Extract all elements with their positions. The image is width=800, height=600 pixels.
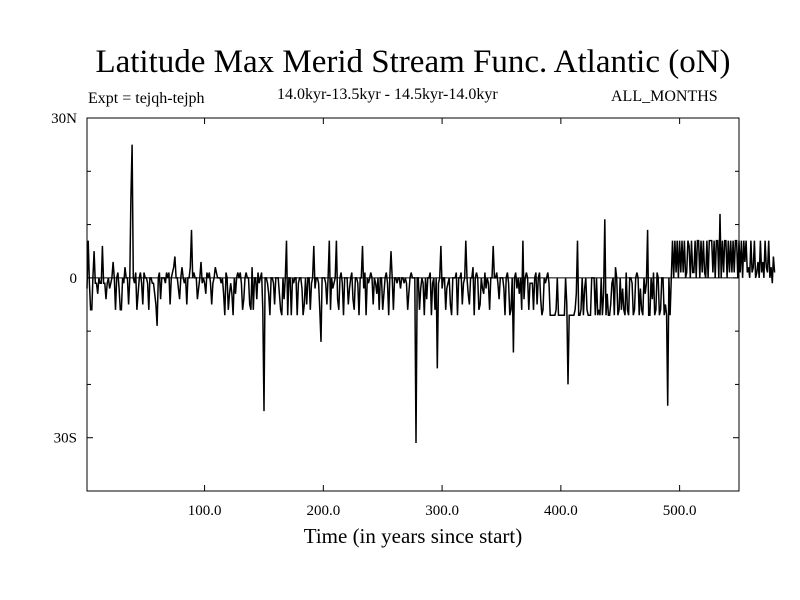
period-label: 14.0kyr-13.5kyr - 14.5kyr-14.0kyr — [277, 86, 498, 103]
x-axis-title: Time (in years since start) — [304, 524, 523, 548]
x-tick-label: 400.0 — [544, 503, 578, 519]
y-tick-label: 30N — [51, 111, 77, 127]
months-label: ALL_MONTHS — [611, 88, 718, 105]
x-tick-label: 500.0 — [663, 503, 697, 519]
experiment-label: Expt = tejqh-tejph — [88, 90, 205, 107]
plot-frame — [86, 117, 740, 492]
y-axis-ticks: 30N 0 30S — [51, 111, 739, 492]
series-line — [86, 144, 776, 444]
chart-title: Latitude Max Merid Stream Func. Atlantic… — [95, 44, 731, 80]
x-tick-label: 300.0 — [425, 503, 459, 519]
y-tick-label: 0 — [70, 271, 78, 287]
x-tick-label: 200.0 — [306, 503, 340, 519]
x-tick-label: 100.0 — [188, 503, 222, 519]
x-axis-ticks: 100.0 200.0 300.0 400.0 500.0 — [188, 118, 697, 519]
y-tick-label: 30S — [54, 431, 77, 447]
